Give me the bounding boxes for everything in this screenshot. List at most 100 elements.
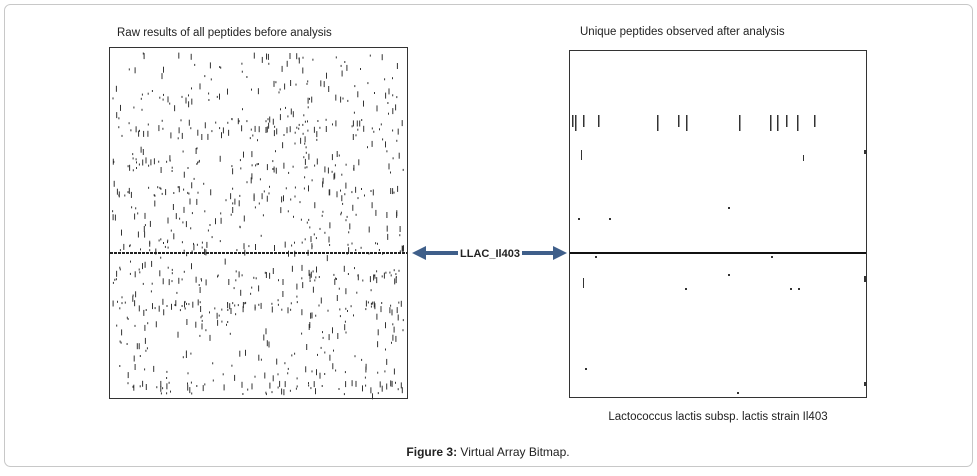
bitmap-dot xyxy=(351,380,353,387)
arrow-left xyxy=(412,246,458,260)
bitmap-dot xyxy=(175,300,177,307)
bitmap-dot xyxy=(237,118,239,125)
bitmap-dot xyxy=(248,245,250,248)
bitmap-dot xyxy=(390,188,392,194)
bitmap-dot xyxy=(304,176,306,179)
bitmap-dot xyxy=(397,314,399,321)
bitmap-dot xyxy=(209,334,211,341)
bitmap-dot xyxy=(191,212,193,215)
bitmap-dot xyxy=(288,171,290,174)
bitmap-dot xyxy=(154,307,156,310)
bitmap-dot xyxy=(387,233,389,240)
bitmap-dot xyxy=(186,302,187,305)
bitmap-dot xyxy=(340,213,342,216)
bitmap-dot xyxy=(158,125,160,132)
bitmap-dot xyxy=(197,161,199,164)
bitmap-dot xyxy=(309,97,310,100)
bitmap-dot xyxy=(299,201,301,204)
bitmap-dot xyxy=(214,307,216,310)
bitmap-dot xyxy=(356,120,358,127)
bitmap-dot xyxy=(147,322,149,325)
bitmap-dot xyxy=(277,303,279,306)
bitmap-dot xyxy=(227,321,229,323)
bitmap-dot xyxy=(272,268,274,274)
bitmap-dot xyxy=(572,115,574,127)
bitmap-dot xyxy=(177,137,179,140)
bitmap-dot xyxy=(274,125,276,128)
bitmap-dot xyxy=(369,54,371,57)
bitmap-dot xyxy=(137,231,139,238)
bitmap-dot xyxy=(377,329,379,336)
right-title: Unique peptides observed after analysis xyxy=(580,26,785,38)
right-subtitle: Lactococcus lactis subsp. lactis strain … xyxy=(608,411,827,423)
bitmap-dot xyxy=(388,88,390,95)
bitmap-dot xyxy=(170,390,171,393)
bitmap-dot xyxy=(309,322,311,328)
bitmap-dot xyxy=(171,268,173,271)
bitmap-dot xyxy=(355,380,357,387)
bitmap-dot xyxy=(391,309,393,316)
bitmap-dot xyxy=(144,324,146,331)
bitmap-dot xyxy=(203,182,205,185)
bitmap-dot xyxy=(160,380,162,387)
bitmap-dot xyxy=(739,115,741,131)
bitmap-dot xyxy=(371,302,373,305)
bitmap-dot xyxy=(268,192,270,195)
bitmap-dot xyxy=(367,146,368,149)
bitmap-dot xyxy=(276,358,278,365)
bitmap-dot xyxy=(345,182,347,189)
bitmap-dot xyxy=(311,179,313,182)
bitmap-dot xyxy=(167,96,169,103)
bitmap-dot xyxy=(277,386,279,389)
bitmap-dot xyxy=(287,115,289,118)
bitmap-dot xyxy=(323,81,325,88)
bitmap-dot xyxy=(199,83,201,90)
bitmap-dot xyxy=(254,304,256,311)
bitmap-dot xyxy=(328,236,330,243)
bitmap-dot xyxy=(159,96,161,99)
bitmap-dot xyxy=(150,159,152,166)
bitmap-dot xyxy=(392,323,394,326)
bitmap-dot xyxy=(368,226,370,233)
bitmap-dot xyxy=(162,278,164,285)
bitmap-dot xyxy=(287,372,289,375)
bitmap-dot xyxy=(313,126,315,133)
bitmap-dot xyxy=(326,255,328,262)
bitmap-dot xyxy=(169,155,171,162)
bitmap-dot xyxy=(395,335,397,342)
bitmap-dot xyxy=(352,120,354,127)
bitmap-dot xyxy=(204,383,206,386)
bitmap-dot xyxy=(353,164,355,171)
bitmap-dot xyxy=(239,226,241,229)
bitmap-dot xyxy=(345,219,347,222)
bitmap-dot xyxy=(163,242,164,244)
bitmap-dot xyxy=(199,301,201,304)
bitmap-dot xyxy=(737,392,739,394)
bitmap-dot xyxy=(195,321,197,328)
bitmap-dot xyxy=(198,160,200,163)
bitmap-dot xyxy=(383,272,385,279)
bitmap-dot xyxy=(128,187,130,194)
bitmap-dot xyxy=(277,299,279,302)
bitmap-dot xyxy=(153,158,155,165)
bitmap-dot xyxy=(337,333,339,339)
bitmap-dot xyxy=(115,85,117,92)
bitmap-dot xyxy=(127,382,129,385)
bitmap-dot xyxy=(786,115,788,127)
bitmap-dot xyxy=(308,384,310,387)
bitmap-dot xyxy=(232,168,234,175)
bitmap-dot xyxy=(315,276,317,279)
bitmap-dot xyxy=(140,97,142,100)
bitmap-dot xyxy=(192,301,194,308)
bitmap-dot xyxy=(223,384,225,391)
bitmap-dot xyxy=(127,191,129,194)
bitmap-dot xyxy=(371,127,373,130)
bitmap-dot xyxy=(311,96,313,103)
bitmap-dot xyxy=(138,163,140,166)
bitmap-dot xyxy=(377,392,379,395)
bitmap-dot xyxy=(361,119,363,121)
bitmap-dot xyxy=(370,289,372,292)
bitmap-dot xyxy=(132,153,134,156)
bitmap-dot xyxy=(171,166,173,169)
bitmap-dot xyxy=(279,88,281,91)
